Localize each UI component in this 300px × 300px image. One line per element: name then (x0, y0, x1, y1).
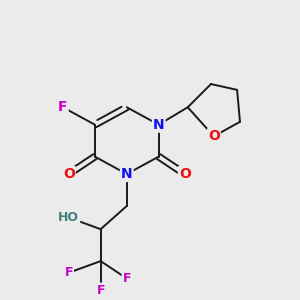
Text: O: O (63, 167, 75, 181)
Text: O: O (208, 129, 220, 143)
Text: F: F (58, 100, 68, 114)
Text: F: F (122, 272, 131, 285)
Text: N: N (121, 167, 133, 181)
Text: F: F (64, 266, 73, 279)
Text: F: F (96, 284, 105, 297)
Text: HO: HO (58, 211, 79, 224)
Text: N: N (153, 118, 164, 132)
Text: O: O (179, 167, 191, 181)
